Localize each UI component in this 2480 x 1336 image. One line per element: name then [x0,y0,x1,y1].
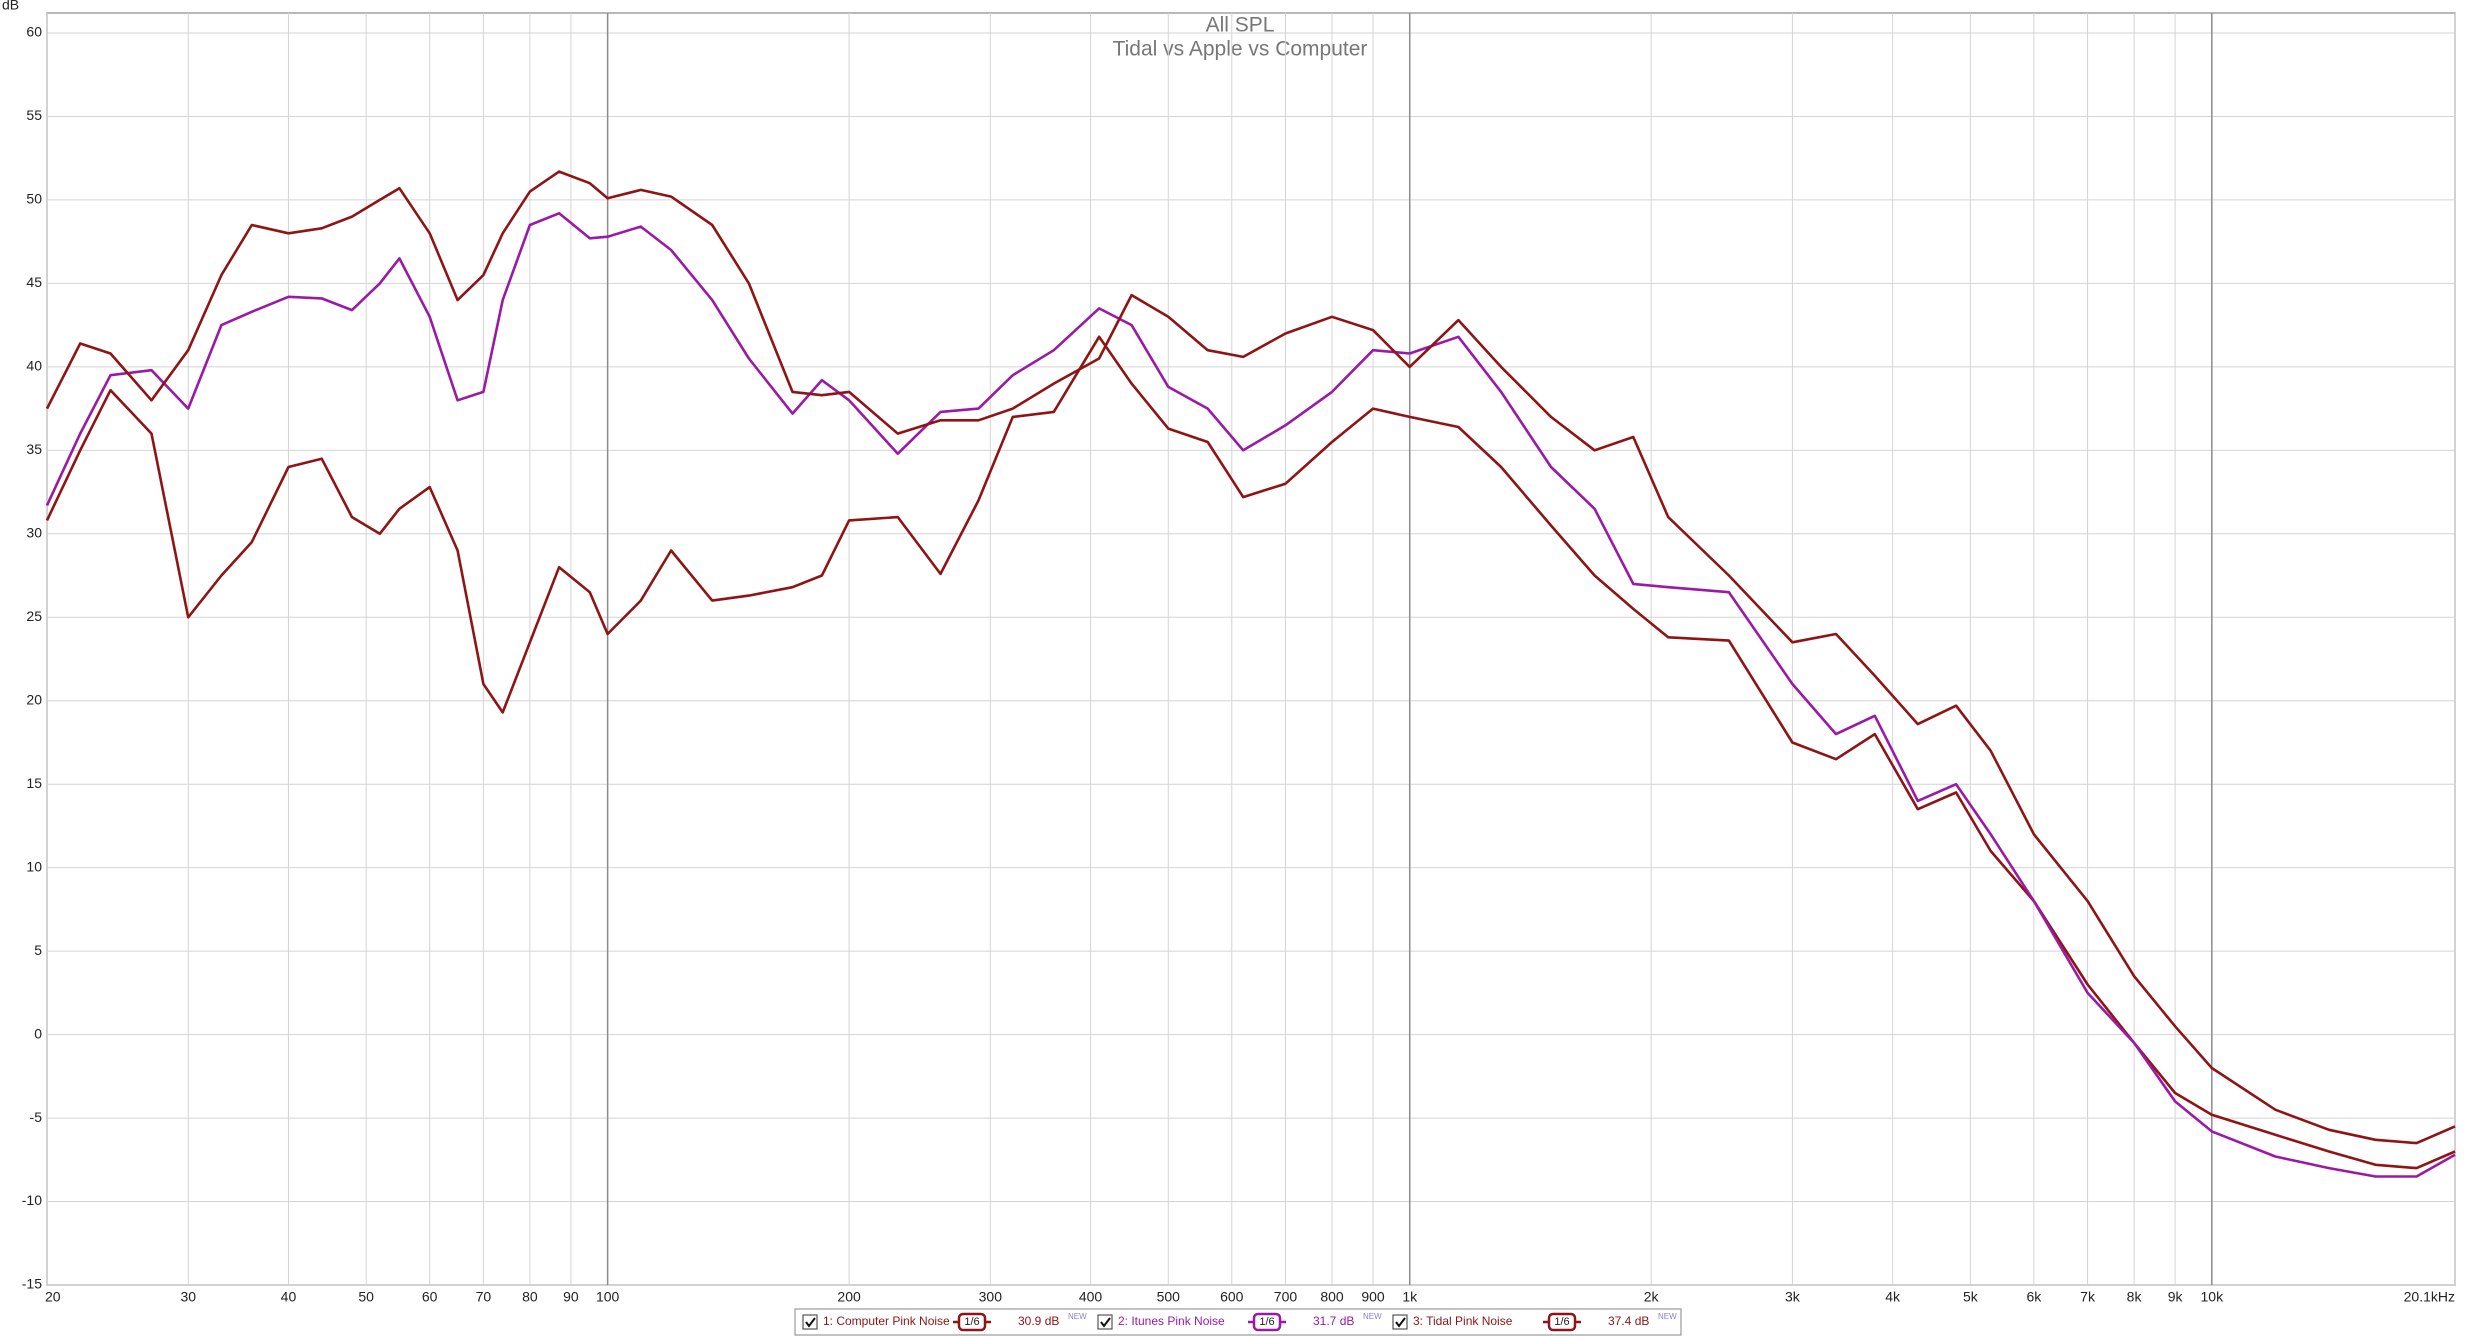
legend-smoothing: 1/6 [964,1316,979,1328]
plot-lines [45,170,2456,1178]
legend-label: 3: Tidal Pink Noise [1413,1314,1513,1328]
x-tick-label: 500 [1157,1289,1181,1305]
x-tick-label: 20.1kHz [2404,1289,2455,1305]
y-tick-label: 60 [26,24,42,40]
x-tick-label: 30 [180,1289,196,1305]
x-tick-label: 800 [1320,1289,1344,1305]
y-tick-label: 0 [34,1025,42,1041]
legend-smoothing-box[interactable] [1252,1312,1282,1332]
grid: -15 -10 -5 0 5 10 15 20 25 30 35 40 45 50 55 60 20 30 40 50… [22,13,2456,1305]
legend-smoothing: 1/6 [1554,1316,1569,1328]
legend-smoothing-box[interactable] [1547,1312,1577,1332]
legend-level: 37.4 dB [1608,1314,1649,1328]
legend-smoothing-box[interactable] [957,1312,987,1332]
x-tick-label: 200 [837,1289,861,1305]
x-tick-label: 80 [522,1289,538,1305]
x-tick-label: 1k [1402,1289,1418,1305]
x-tick-label: 100 [596,1289,620,1305]
x-tick-label: 7k [2080,1289,2096,1305]
x-tick-label: 300 [979,1289,1003,1305]
y-tick-label: 45 [26,274,42,290]
legend-checkmark [1395,1317,1406,1328]
x-tick-label: 400 [1079,1289,1103,1305]
legend-checkbox[interactable] [802,1314,818,1330]
x-tick-label: 90 [563,1289,579,1305]
y-tick-label: 5 [34,942,42,958]
legend-checkmark [805,1317,816,1328]
x-tick-label: 10k [2201,1289,2225,1305]
x-tick-label: 60 [422,1289,438,1305]
legend-tag: NEW [1068,1312,1087,1321]
x-tick-label: 50 [358,1289,374,1305]
x-tick-label: 2k [1644,1289,1660,1305]
x-tick-label: 4k [1885,1289,1901,1305]
y-axis-label: dB [2,0,19,13]
x-tick-label: 600 [1220,1289,1244,1305]
y-tick-label: 10 [26,858,42,874]
y-tick-label: 55 [26,107,42,123]
x-tick-label: 5k [1963,1289,1979,1305]
x-tick-label: 40 [281,1289,297,1305]
legend-tag: NEW [1363,1312,1382,1321]
plot-frame [46,12,2456,1286]
legend-tag: NEW [1658,1312,1677,1321]
y-tick-label: 25 [26,608,42,624]
x-tick-label: 3k [1785,1289,1801,1305]
series-line [45,170,2456,1145]
x-tick-label: 900 [1361,1289,1385,1305]
legend-checkmark [1100,1317,1111,1328]
x-tick-label: 9k [2168,1289,2184,1305]
y-tick-label: 35 [26,441,42,457]
legend: 1: Computer Pink Noise 1/6 30.9 dB NEW 2: It… [802,1312,1677,1332]
legend-label: 2: Itunes Pink Noise [1118,1314,1225,1328]
legend-smoothing: 1/6 [1259,1316,1274,1328]
y-tick-label: 50 [26,191,42,207]
y-tick-label: 30 [26,525,42,541]
y-tick-label: 15 [26,775,42,791]
series-line [45,335,2456,1170]
x-tick-label: 700 [1274,1289,1298,1305]
y-tick-label: -5 [30,1109,43,1125]
x-tick-label: 20 [45,1289,61,1305]
series-line [45,212,2456,1178]
x-tick-label: 8k [2127,1289,2143,1305]
legend-label: 1: Computer Pink Noise [823,1314,950,1328]
legend-checkbox[interactable] [1392,1314,1408,1330]
y-tick-label: 40 [26,358,42,374]
legend-box [794,1308,1682,1336]
y-tick-label: 20 [26,691,42,707]
chart-subtitle: Tidal vs Apple vs Computer [1113,38,1368,61]
chart-title: All SPL [1206,14,1275,37]
y-tick-label: -15 [22,1276,42,1292]
x-tick-label: 6k [2026,1289,2042,1305]
legend-level: 30.9 dB [1018,1314,1059,1328]
x-tick-label: 70 [476,1289,492,1305]
legend-level: 31.7 dB [1313,1314,1354,1328]
y-tick-label: -10 [22,1192,42,1208]
legend-checkbox[interactable] [1097,1314,1113,1330]
